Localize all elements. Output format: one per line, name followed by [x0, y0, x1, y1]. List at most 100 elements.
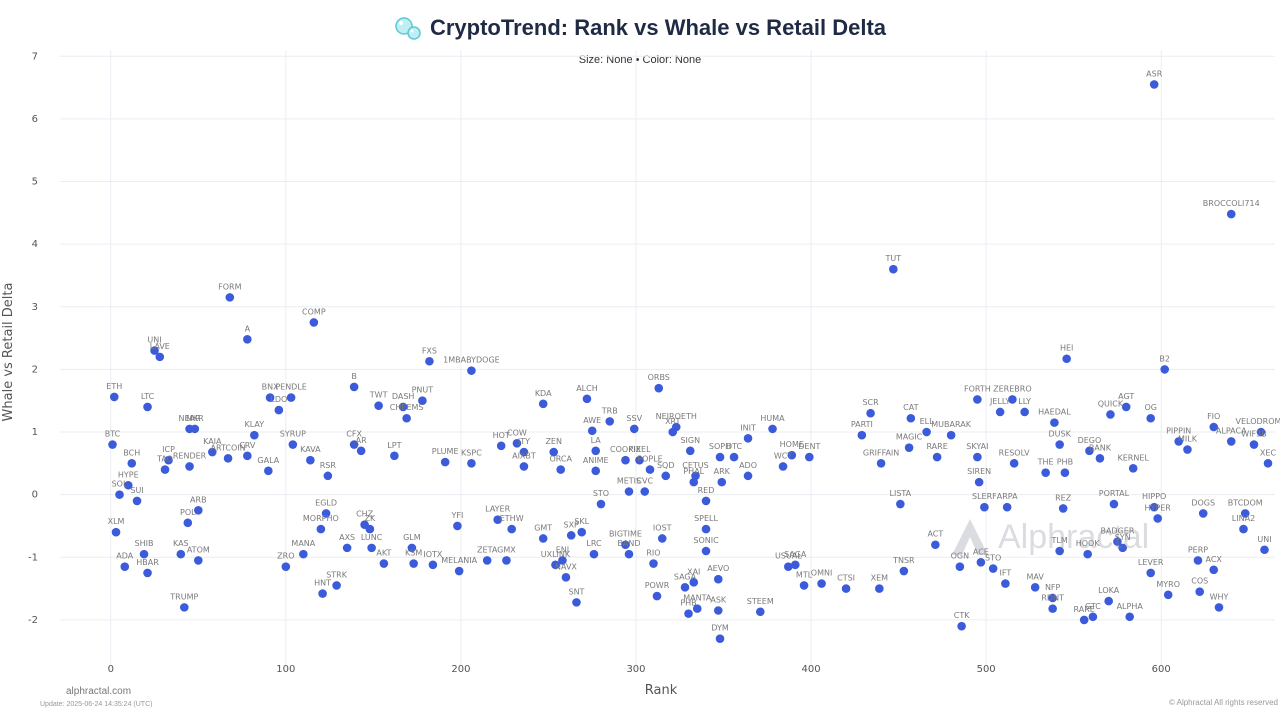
data-point[interactable]: [1183, 445, 1192, 454]
data-point[interactable]: [743, 471, 753, 481]
data-point[interactable]: [1214, 603, 1224, 612]
data-point[interactable]: [482, 556, 492, 565]
data-point[interactable]: [589, 549, 599, 559]
data-point[interactable]: [194, 506, 203, 515]
data-point[interactable]: [946, 430, 956, 440]
data-point[interactable]: [1193, 556, 1203, 565]
data-point[interactable]: [988, 564, 998, 573]
data-point[interactable]: [841, 584, 851, 593]
data-point[interactable]: [1083, 549, 1092, 559]
data-point[interactable]: [715, 452, 725, 462]
data-point[interactable]: [321, 509, 331, 518]
data-point[interactable]: [1174, 437, 1184, 446]
data-point[interactable]: [591, 446, 601, 456]
data-point[interactable]: [418, 396, 427, 406]
data-point[interactable]: [1260, 545, 1269, 555]
data-point[interactable]: [692, 604, 702, 613]
data-point[interactable]: [127, 459, 137, 468]
data-point[interactable]: [1146, 413, 1155, 423]
data-point[interactable]: [1009, 459, 1019, 468]
data-point[interactable]: [629, 424, 639, 434]
data-point[interactable]: [1209, 565, 1219, 575]
data-point[interactable]: [288, 440, 298, 449]
data-point[interactable]: [349, 440, 359, 449]
data-point[interactable]: [768, 424, 777, 434]
data-point[interactable]: [640, 487, 650, 496]
data-point[interactable]: [587, 426, 597, 436]
data-point[interactable]: [1109, 499, 1119, 509]
data-point[interactable]: [440, 457, 450, 467]
data-point[interactable]: [250, 430, 259, 440]
data-point[interactable]: [264, 466, 273, 476]
data-point[interactable]: [889, 264, 898, 274]
data-point[interactable]: [1002, 502, 1012, 512]
data-point[interactable]: [791, 560, 800, 570]
data-point[interactable]: [1128, 464, 1138, 473]
data-point[interactable]: [409, 559, 418, 568]
data-point[interactable]: [1149, 502, 1159, 512]
data-point[interactable]: [717, 477, 727, 487]
data-point[interactable]: [223, 454, 233, 463]
data-point[interactable]: [689, 578, 699, 587]
data-point[interactable]: [896, 499, 905, 509]
data-point[interactable]: [561, 573, 571, 582]
data-point[interactable]: [621, 540, 630, 550]
data-point[interactable]: [1095, 454, 1105, 463]
data-point[interactable]: [624, 549, 634, 559]
data-point[interactable]: [713, 574, 723, 584]
data-point[interactable]: [657, 534, 667, 543]
data-point[interactable]: [1050, 418, 1059, 427]
data-point[interactable]: [876, 459, 886, 468]
data-point[interactable]: [123, 480, 133, 490]
data-point[interactable]: [1163, 590, 1173, 600]
data-point[interactable]: [976, 557, 986, 567]
brand-link[interactable]: alphractal.com: [66, 686, 132, 697]
data-point[interactable]: [922, 427, 931, 437]
data-point[interactable]: [356, 446, 366, 456]
data-point[interactable]: [185, 462, 194, 471]
data-point[interactable]: [621, 455, 630, 465]
data-point[interactable]: [160, 465, 170, 474]
data-point[interactable]: [1195, 587, 1205, 597]
data-point[interactable]: [323, 471, 333, 481]
data-point[interactable]: [1060, 468, 1070, 478]
data-point[interactable]: [332, 581, 341, 590]
data-point[interactable]: [955, 562, 965, 571]
data-point[interactable]: [685, 446, 695, 456]
data-point[interactable]: [1239, 524, 1248, 534]
data-point[interactable]: [701, 546, 711, 556]
data-point[interactable]: [1198, 509, 1208, 518]
data-point[interactable]: [654, 383, 664, 393]
data-point[interactable]: [243, 335, 252, 344]
data-point[interactable]: [183, 518, 193, 528]
data-point[interactable]: [243, 451, 252, 461]
data-point[interactable]: [558, 556, 567, 565]
data-point[interactable]: [995, 407, 1005, 417]
data-point[interactable]: [1085, 446, 1094, 456]
data-point[interactable]: [365, 524, 375, 534]
data-point[interactable]: [973, 452, 982, 462]
data-point[interactable]: [582, 394, 592, 404]
data-point[interactable]: [1088, 612, 1098, 622]
data-point[interactable]: [783, 562, 793, 571]
data-point[interactable]: [1209, 422, 1219, 432]
data-point[interactable]: [931, 540, 940, 550]
data-point[interactable]: [778, 462, 788, 471]
data-point[interactable]: [208, 447, 217, 457]
data-point[interactable]: [715, 634, 725, 643]
data-point[interactable]: [566, 531, 576, 540]
data-point[interactable]: [866, 408, 875, 418]
data-point[interactable]: [1020, 407, 1029, 417]
data-point[interactable]: [1226, 437, 1236, 446]
data-point[interactable]: [624, 487, 634, 496]
data-point[interactable]: [1153, 514, 1163, 523]
data-point[interactable]: [755, 607, 765, 617]
data-point[interactable]: [649, 559, 658, 568]
data-point[interactable]: [190, 424, 200, 434]
data-point[interactable]: [932, 452, 942, 462]
data-point[interactable]: [132, 496, 142, 506]
data-point[interactable]: [701, 496, 711, 506]
data-point[interactable]: [1121, 402, 1131, 412]
data-point[interactable]: [519, 447, 529, 457]
data-point[interactable]: [1263, 459, 1273, 468]
